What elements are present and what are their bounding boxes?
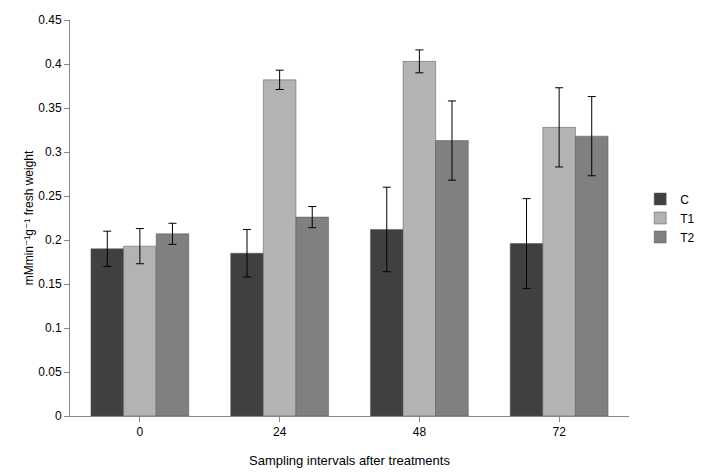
svg-text:0.1: 0.1	[45, 321, 62, 335]
svg-text:Sampling intervals after treat: Sampling intervals after treatments	[249, 453, 450, 468]
svg-text:0.2: 0.2	[45, 233, 62, 247]
svg-text:72: 72	[552, 425, 566, 439]
svg-text:0: 0	[55, 409, 62, 423]
svg-text:0.15: 0.15	[38, 277, 62, 291]
svg-text:0.05: 0.05	[38, 365, 62, 379]
svg-text:T2: T2	[680, 231, 694, 245]
svg-text:C: C	[680, 193, 689, 207]
svg-text:T1: T1	[680, 212, 694, 226]
svg-text:0.35: 0.35	[38, 101, 62, 115]
svg-text:0.4: 0.4	[45, 57, 62, 71]
svg-text:0.3: 0.3	[45, 145, 62, 159]
svg-text:48: 48	[413, 425, 427, 439]
svg-text:0.45: 0.45	[38, 13, 62, 27]
svg-text:24: 24	[273, 425, 287, 439]
svg-text:mMmin⁻¹g⁻¹ fresh weight: mMmin⁻¹g⁻¹ fresh weight	[22, 150, 36, 285]
svg-text:0.25: 0.25	[38, 189, 62, 203]
svg-text:0: 0	[137, 425, 144, 439]
